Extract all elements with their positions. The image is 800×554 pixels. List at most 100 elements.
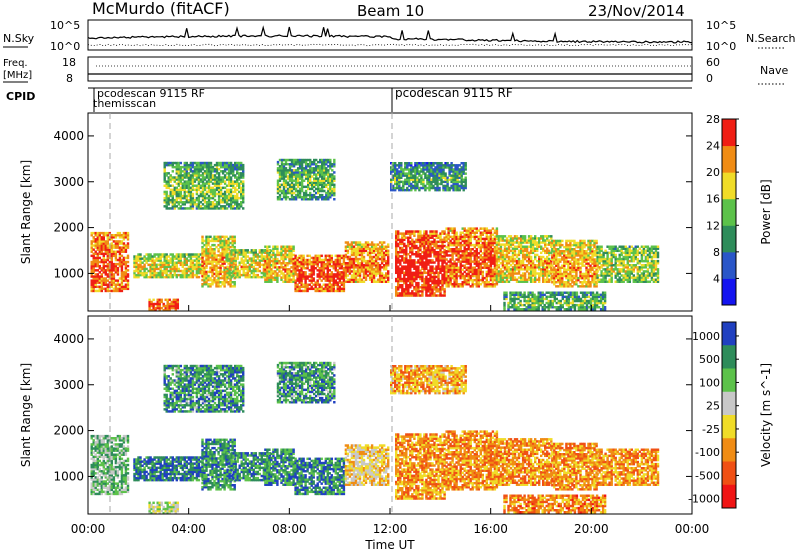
power-echo-cell	[387, 245, 390, 248]
power-echo-cell	[407, 244, 410, 248]
power-echo-cell	[399, 294, 402, 297]
power-echo-cell	[356, 270, 360, 273]
power-echo-cell	[569, 241, 572, 245]
power-echo-cell	[209, 252, 212, 255]
power-echo-cell	[401, 290, 404, 293]
power-echo-cell	[310, 277, 313, 280]
power-echo-cell	[429, 240, 432, 244]
power-echo-cell	[96, 238, 100, 241]
power-echo-cell	[104, 287, 108, 291]
power-echo-cell	[139, 267, 142, 271]
power-echo-cell	[118, 283, 122, 286]
power-echo-cell	[274, 276, 277, 279]
power-echo-cell	[453, 278, 456, 282]
power-echo-cell	[399, 273, 402, 277]
power-echo-cell	[284, 255, 287, 259]
power-echo-cell	[497, 272, 501, 275]
power-echo-cell	[320, 271, 323, 274]
power-echo-cell	[250, 265, 254, 269]
power-echo-cell	[340, 289, 344, 293]
power-echo-cell	[499, 237, 503, 240]
power-echo-cell	[634, 247, 638, 250]
power-echo-cell	[437, 240, 440, 244]
power-echo-cell	[360, 270, 364, 273]
power-echo-cell	[429, 244, 432, 248]
power-echo-cell	[491, 239, 495, 243]
power-echo-cell	[207, 256, 210, 259]
power-echo-cell	[102, 246, 106, 249]
power-echo-cell	[626, 262, 630, 265]
power-echo-cell	[174, 300, 178, 304]
power-echo-cell	[600, 270, 603, 273]
power-echo-cell	[425, 246, 428, 250]
power-echo-cell	[234, 273, 237, 277]
power-echo-cell	[419, 257, 422, 260]
power-echo-cell	[443, 261, 446, 264]
power-echo-cell	[449, 266, 452, 269]
power-echo-cell	[201, 237, 204, 241]
power-echo-cell	[534, 272, 537, 275]
power-echo-cell	[104, 281, 108, 284]
power-echo-cell	[495, 247, 499, 250]
power-echo-cell	[459, 248, 462, 251]
power-echo-cell	[133, 273, 136, 277]
power-echo-cell	[529, 274, 533, 277]
power-echo-cell	[407, 292, 410, 295]
power-echo-cell	[274, 262, 277, 265]
power-echo-cell	[579, 252, 582, 255]
power-echo-cell	[324, 275, 328, 278]
power-echo-cell	[320, 275, 323, 278]
power-echo-cell	[340, 287, 344, 291]
power-echo-cell	[515, 253, 519, 257]
power-echo-cell	[630, 249, 634, 253]
power-echo-cell	[153, 265, 156, 269]
power-echo-cell	[575, 272, 578, 276]
power-echo-cell	[294, 287, 297, 291]
date-label: 23/Nov/2014	[588, 2, 685, 20]
power-echo-cell	[340, 271, 344, 274]
power-echo-cell	[433, 294, 436, 297]
power-echo-cell	[646, 276, 650, 279]
power-echo-cell	[587, 243, 590, 247]
power-echo-cell	[569, 268, 572, 272]
power-echo-cell	[254, 263, 258, 267]
power-echo-cell	[395, 234, 398, 237]
power-echo-cell	[431, 290, 434, 293]
power-echo-cell	[120, 234, 124, 237]
power-echo-cell	[553, 276, 556, 280]
power-echo-cell	[515, 293, 518, 297]
power-echo-cell	[575, 262, 578, 265]
power-echo-cell	[437, 257, 440, 260]
power-echo-cell	[632, 249, 636, 253]
power-echo-cell	[268, 274, 271, 277]
power-echo-cell	[165, 269, 168, 273]
power-echo-cell	[646, 270, 650, 273]
power-echo-cell	[397, 275, 400, 279]
power-echo-cell	[507, 306, 510, 309]
power-echo-cell	[114, 264, 118, 268]
power-echo-cell	[246, 251, 250, 254]
power-echo-cell	[501, 239, 505, 242]
power-echo-cell	[501, 274, 505, 277]
power-echo-cell	[616, 268, 619, 271]
power-echo-cell	[272, 264, 275, 267]
power-echo-cell	[135, 263, 138, 267]
power-echo-cell	[407, 238, 410, 242]
power-echo-cell	[445, 283, 448, 286]
power-echo-cell	[149, 253, 152, 256]
power-echo-cell	[203, 254, 206, 257]
power-echo-cell	[503, 264, 507, 267]
power-echo-cell	[242, 261, 245, 264]
power-echo-cell	[205, 241, 208, 245]
power-echo-cell	[409, 275, 412, 279]
power-echo-cell	[118, 236, 122, 239]
power-echo-cell	[124, 231, 128, 235]
power-echo-cell	[491, 254, 495, 257]
power-echo-cell	[411, 232, 414, 235]
power-echo-cell	[521, 239, 525, 242]
power-echo-cell	[505, 249, 509, 253]
power-echo-cell	[540, 237, 543, 240]
power-echo-cell	[294, 289, 297, 293]
power-echo-cell	[423, 261, 426, 264]
power-echo-cell	[455, 276, 458, 280]
